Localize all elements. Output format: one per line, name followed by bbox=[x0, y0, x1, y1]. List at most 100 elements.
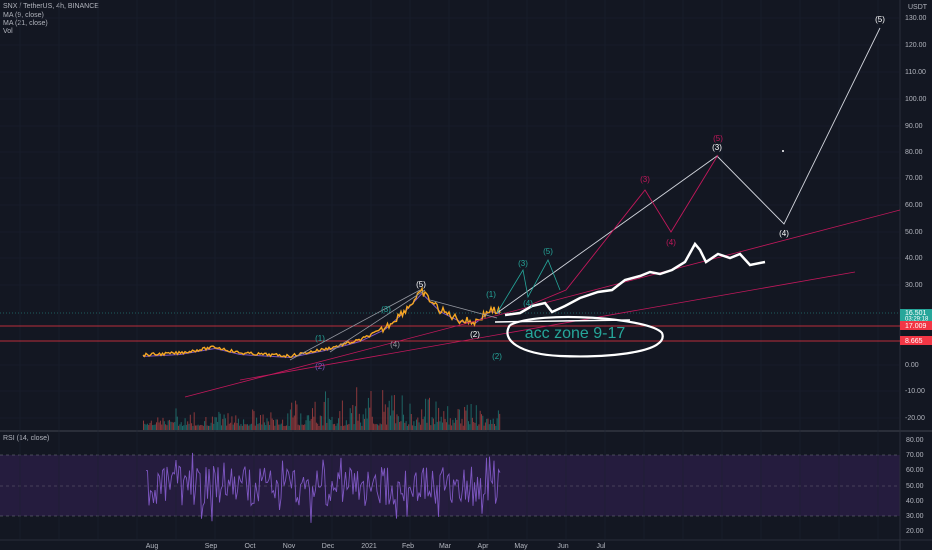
volume-bar bbox=[442, 422, 443, 430]
volume-bar bbox=[458, 409, 460, 430]
volume-bar bbox=[364, 418, 365, 430]
volume-bar bbox=[269, 424, 271, 430]
volume-bar bbox=[421, 409, 423, 430]
volume-bar bbox=[390, 415, 391, 430]
volume-bar bbox=[278, 424, 280, 430]
volume-bar bbox=[484, 422, 486, 430]
volume-bar bbox=[222, 418, 224, 430]
volume-bar bbox=[499, 413, 501, 430]
volume-bar bbox=[366, 418, 368, 430]
volume-bar bbox=[304, 424, 306, 430]
rsi-title: RSI (14, close) bbox=[3, 435, 49, 442]
volume-bar bbox=[490, 419, 492, 430]
wave-label: (2) bbox=[315, 362, 325, 371]
volume-bar bbox=[156, 422, 157, 430]
volume-bar bbox=[270, 412, 272, 430]
volume-bar bbox=[252, 409, 254, 430]
volume-bar bbox=[266, 418, 268, 430]
rsi-label: 60.00 bbox=[906, 467, 924, 474]
volume-bar bbox=[144, 423, 146, 430]
price-label: 50.00 bbox=[905, 229, 923, 236]
volume-bar bbox=[429, 397, 430, 430]
volume-bar bbox=[447, 406, 449, 430]
volume-bar bbox=[392, 410, 394, 430]
volume-bar bbox=[202, 425, 204, 430]
volume-bar bbox=[431, 417, 433, 430]
volume-bar bbox=[409, 403, 411, 430]
wave-label: (4) bbox=[390, 340, 400, 349]
volume-bar bbox=[256, 417, 258, 430]
freehand-line bbox=[504, 241, 766, 317]
volume-bar bbox=[275, 419, 277, 430]
volume-bar bbox=[280, 423, 282, 430]
volume-bar bbox=[491, 423, 493, 430]
volume-bar bbox=[148, 425, 150, 430]
volume-bar bbox=[403, 414, 404, 430]
volume-bar bbox=[468, 421, 469, 430]
volume-bar bbox=[271, 418, 273, 430]
volume-bar bbox=[237, 418, 239, 430]
time-label: Sep bbox=[205, 543, 218, 550]
volume-bar bbox=[205, 417, 207, 430]
volume-bar bbox=[150, 420, 152, 430]
zone-label: acc zone 9-17 bbox=[525, 325, 626, 342]
volume-bar bbox=[367, 397, 369, 430]
price-tag-time: 03:29:18 bbox=[905, 317, 929, 323]
volume-bar bbox=[240, 424, 242, 430]
time-label: May bbox=[514, 543, 528, 550]
volume-bar bbox=[497, 410, 499, 430]
volume-bar bbox=[401, 395, 403, 430]
volume-bar bbox=[332, 424, 334, 430]
volume-bar bbox=[153, 424, 155, 430]
volume-bar bbox=[466, 404, 468, 430]
volume-bar bbox=[422, 419, 424, 430]
volume-bar bbox=[361, 425, 363, 430]
volume-bar bbox=[338, 418, 339, 430]
volume-bar bbox=[360, 422, 362, 430]
volume-bar bbox=[471, 417, 473, 430]
volume-bar bbox=[482, 415, 484, 430]
volume-bar bbox=[412, 425, 414, 430]
volume-bar bbox=[286, 425, 287, 430]
time-label: Nov bbox=[283, 543, 296, 550]
volume-bar bbox=[369, 407, 371, 430]
rsi-label: 70.00 bbox=[906, 452, 924, 459]
volume-bar bbox=[453, 422, 455, 430]
wave-label: (5) bbox=[713, 134, 723, 143]
volume-bar bbox=[217, 421, 219, 430]
volume-bar bbox=[224, 418, 226, 430]
volume-bar bbox=[339, 411, 341, 430]
volume-bar bbox=[299, 425, 300, 430]
volume-bar bbox=[167, 420, 169, 430]
volume-bar bbox=[184, 418, 186, 430]
volume-bar bbox=[488, 424, 490, 430]
volume-bar bbox=[289, 409, 291, 430]
volume-bar bbox=[473, 422, 475, 430]
time-label: Apr bbox=[478, 543, 490, 550]
volume-bar bbox=[254, 425, 256, 430]
volume-bar bbox=[248, 425, 250, 430]
volume-bar bbox=[267, 421, 269, 430]
volume-bar bbox=[495, 425, 497, 430]
volume-bar bbox=[443, 411, 445, 430]
volume-bar bbox=[438, 407, 440, 430]
price-label: 100.00 bbox=[905, 96, 927, 103]
volume-bar bbox=[465, 410, 467, 430]
price-tag bbox=[900, 336, 932, 345]
volume-bar bbox=[287, 413, 289, 430]
volume-bar bbox=[440, 416, 442, 430]
volume-bar bbox=[169, 419, 170, 430]
volume-bar bbox=[487, 418, 489, 430]
volume-bar bbox=[197, 424, 199, 430]
price-label: 130.00 bbox=[905, 15, 927, 22]
symbol: SNX / TetherUS, 4h, BINANCE bbox=[3, 3, 99, 10]
volume-bar bbox=[413, 421, 415, 430]
volume-bar bbox=[326, 422, 328, 430]
volume-bar bbox=[319, 415, 321, 430]
volume-bar bbox=[474, 422, 476, 430]
volume-bar bbox=[209, 425, 211, 430]
time-label: Feb bbox=[402, 543, 414, 550]
undefined bbox=[239, 271, 856, 381]
volume-bar bbox=[335, 425, 337, 430]
